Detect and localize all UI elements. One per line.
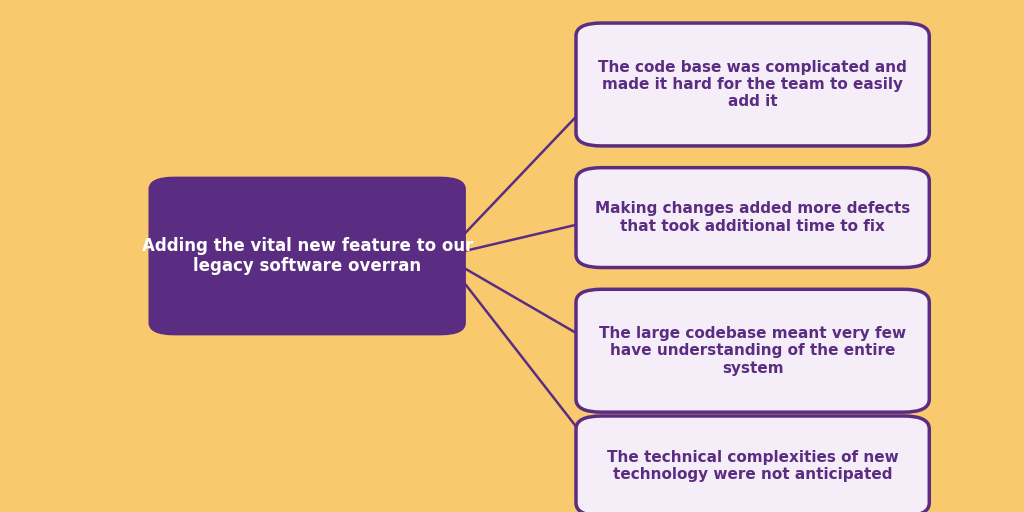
- Text: The large codebase meant very few
have understanding of the entire
system: The large codebase meant very few have u…: [599, 326, 906, 376]
- FancyBboxPatch shape: [575, 289, 930, 412]
- FancyBboxPatch shape: [575, 23, 930, 146]
- Text: The technical complexities of new
technology were not anticipated: The technical complexities of new techno…: [607, 450, 898, 482]
- FancyBboxPatch shape: [575, 168, 930, 268]
- Text: The code base was complicated and
made it hard for the team to easily
add it: The code base was complicated and made i…: [598, 59, 907, 110]
- FancyBboxPatch shape: [148, 177, 466, 335]
- FancyBboxPatch shape: [575, 416, 930, 512]
- Text: Adding the vital new feature to our
legacy software overran: Adding the vital new feature to our lega…: [141, 237, 473, 275]
- Text: Making changes added more defects
that took additional time to fix: Making changes added more defects that t…: [595, 201, 910, 234]
